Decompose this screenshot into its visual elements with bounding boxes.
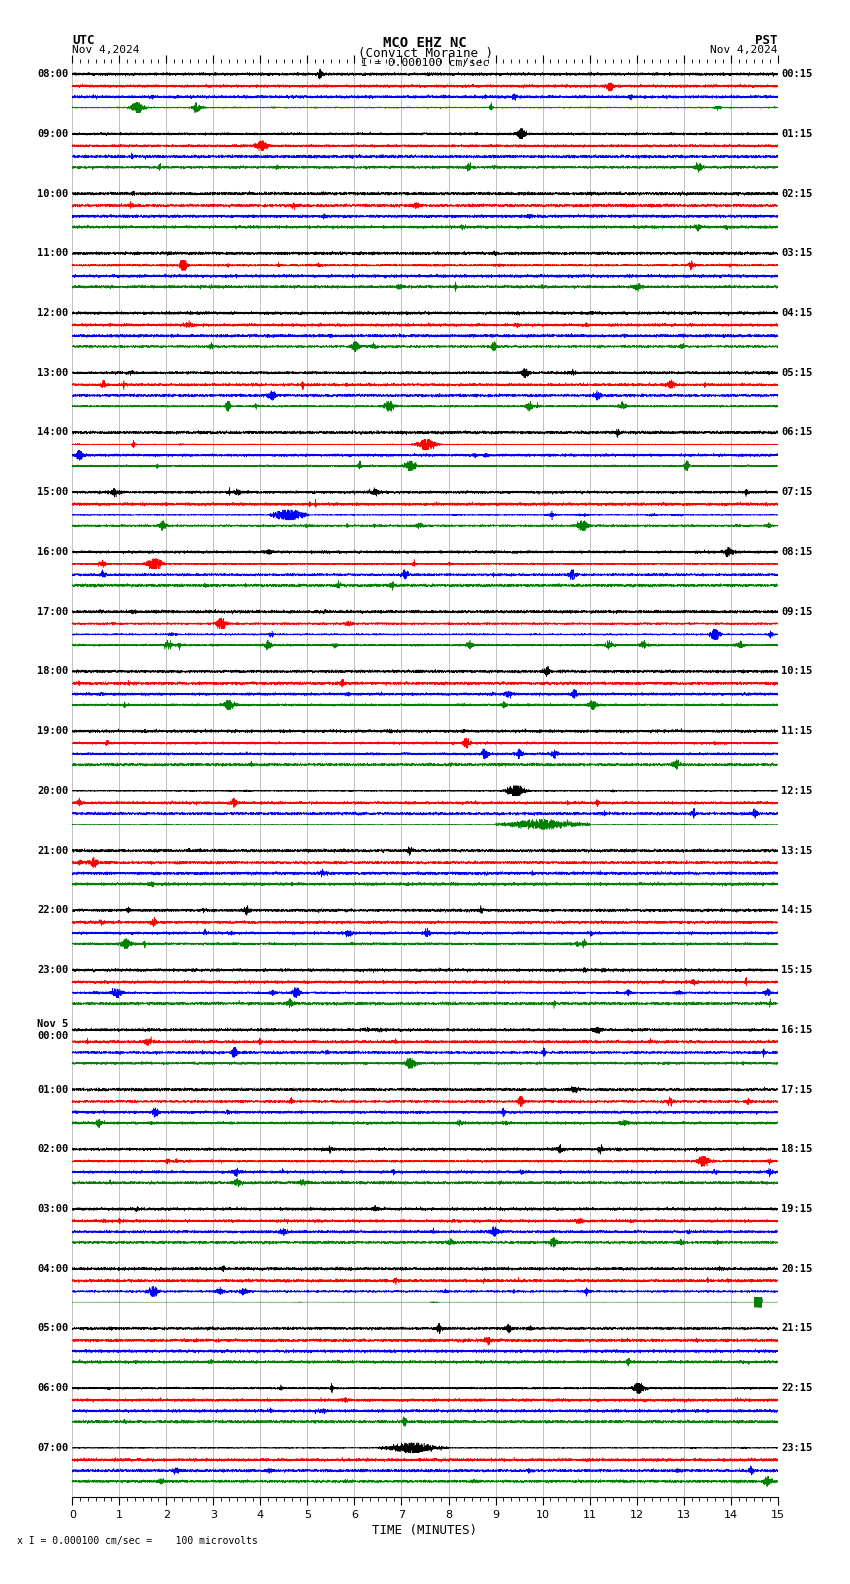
Text: 16:00: 16:00 (37, 546, 69, 558)
Text: 07:15: 07:15 (781, 488, 813, 497)
Text: 15:00: 15:00 (37, 488, 69, 497)
Text: 17:00: 17:00 (37, 607, 69, 616)
Text: 18:00: 18:00 (37, 667, 69, 676)
Text: 00:15: 00:15 (781, 70, 813, 79)
Text: 09:15: 09:15 (781, 607, 813, 616)
Text: x I = 0.000100 cm/sec =    100 microvolts: x I = 0.000100 cm/sec = 100 microvolts (17, 1536, 258, 1546)
Text: 08:15: 08:15 (781, 546, 813, 558)
Text: 23:15: 23:15 (781, 1443, 813, 1453)
Text: 20:15: 20:15 (781, 1264, 813, 1274)
Text: 02:00: 02:00 (37, 1144, 69, 1155)
Text: (Convict Moraine ): (Convict Moraine ) (358, 46, 492, 60)
Text: 06:15: 06:15 (781, 428, 813, 437)
Text: 19:00: 19:00 (37, 725, 69, 737)
Text: UTC: UTC (72, 33, 94, 48)
Text: 08:00: 08:00 (37, 70, 69, 79)
Text: 17:15: 17:15 (781, 1085, 813, 1095)
Text: 01:00: 01:00 (37, 1085, 69, 1095)
Text: 12:00: 12:00 (37, 307, 69, 318)
Text: 04:15: 04:15 (781, 307, 813, 318)
Text: 11:00: 11:00 (37, 249, 69, 258)
Text: 01:15: 01:15 (781, 128, 813, 139)
Text: 13:00: 13:00 (37, 367, 69, 377)
Text: 22:00: 22:00 (37, 906, 69, 916)
Text: 10:00: 10:00 (37, 188, 69, 198)
Text: 03:15: 03:15 (781, 249, 813, 258)
Text: 21:15: 21:15 (781, 1324, 813, 1334)
Text: 02:15: 02:15 (781, 188, 813, 198)
Text: 09:00: 09:00 (37, 128, 69, 139)
Text: 22:15: 22:15 (781, 1383, 813, 1394)
Text: I = 0.000100 cm/sec: I = 0.000100 cm/sec (361, 57, 489, 68)
Text: 14:15: 14:15 (781, 906, 813, 916)
Text: 07:00: 07:00 (37, 1443, 69, 1453)
Text: PST: PST (756, 33, 778, 48)
Text: 13:15: 13:15 (781, 846, 813, 855)
Text: Nov 4,2024: Nov 4,2024 (72, 44, 139, 55)
Text: 21:00: 21:00 (37, 846, 69, 855)
Text: 05:00: 05:00 (37, 1324, 69, 1334)
Text: 10:15: 10:15 (781, 667, 813, 676)
Text: 12:15: 12:15 (781, 786, 813, 795)
Text: 19:15: 19:15 (781, 1204, 813, 1213)
Text: 05:15: 05:15 (781, 367, 813, 377)
Text: 15:15: 15:15 (781, 965, 813, 976)
Text: 11:15: 11:15 (781, 725, 813, 737)
Text: 14:00: 14:00 (37, 428, 69, 437)
Text: 23:00: 23:00 (37, 965, 69, 976)
Text: 20:00: 20:00 (37, 786, 69, 795)
Text: 18:15: 18:15 (781, 1144, 813, 1155)
Text: Nov 5
00:00: Nov 5 00:00 (37, 1019, 69, 1041)
Text: MCO EHZ NC: MCO EHZ NC (383, 35, 467, 49)
X-axis label: TIME (MINUTES): TIME (MINUTES) (372, 1524, 478, 1536)
Text: 06:00: 06:00 (37, 1383, 69, 1394)
Text: Nov 4,2024: Nov 4,2024 (711, 44, 778, 55)
Text: 04:00: 04:00 (37, 1264, 69, 1274)
Text: 16:15: 16:15 (781, 1025, 813, 1034)
Text: 03:00: 03:00 (37, 1204, 69, 1213)
